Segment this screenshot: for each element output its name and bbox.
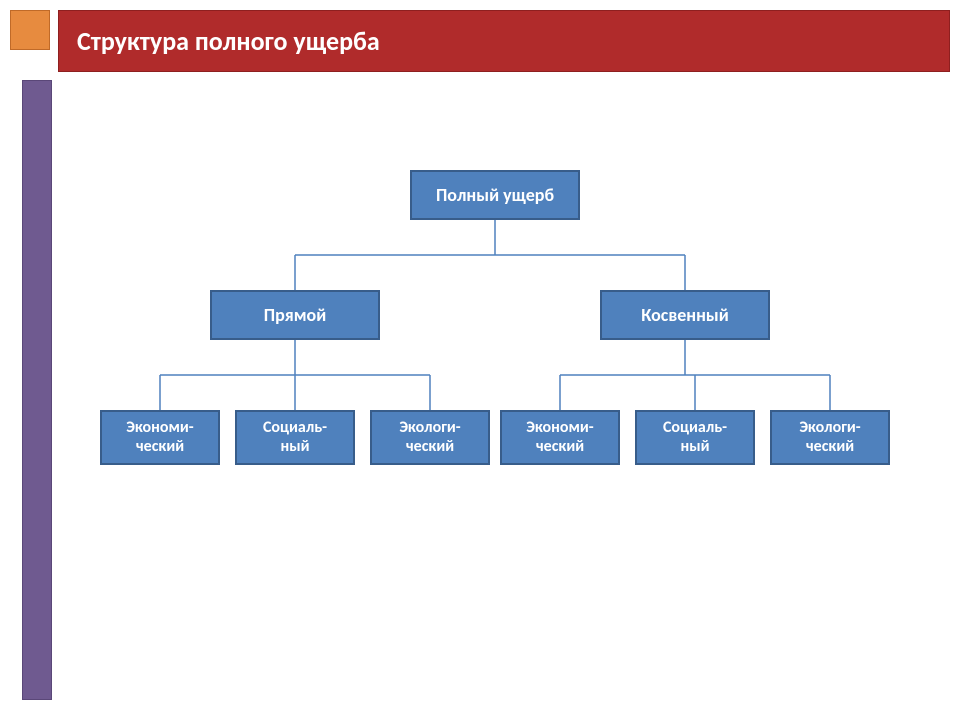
title-bar: Структура полного ущерба (58, 10, 950, 72)
tree-node-i-soc: Социаль- ный (635, 410, 755, 465)
tree-node-d-ecol: Экологи- ческий (370, 410, 490, 465)
tree-node-d-soc: Социаль- ный (235, 410, 355, 465)
tree-node-indirect: Косвенный (600, 290, 770, 340)
slide: Структура полного ущерба Риск Полный уще… (0, 0, 960, 720)
sidebar (22, 80, 52, 700)
slide-title: Структура полного ущерба (77, 25, 380, 57)
accent-square (10, 10, 50, 50)
tree-node-i-ecol: Экологи- ческий (770, 410, 890, 465)
tree-node-root: Полный ущерб (410, 170, 580, 220)
sidebar-label: Риск (48, 642, 72, 682)
tree-node-i-econ: Экономи- ческий (500, 410, 620, 465)
damage-structure-tree: Полный ущерб Прямой Косвенный Экономи- ческ… (80, 170, 900, 500)
tree-node-direct: Прямой (210, 290, 380, 340)
tree-node-d-econ: Экономи- ческий (100, 410, 220, 465)
